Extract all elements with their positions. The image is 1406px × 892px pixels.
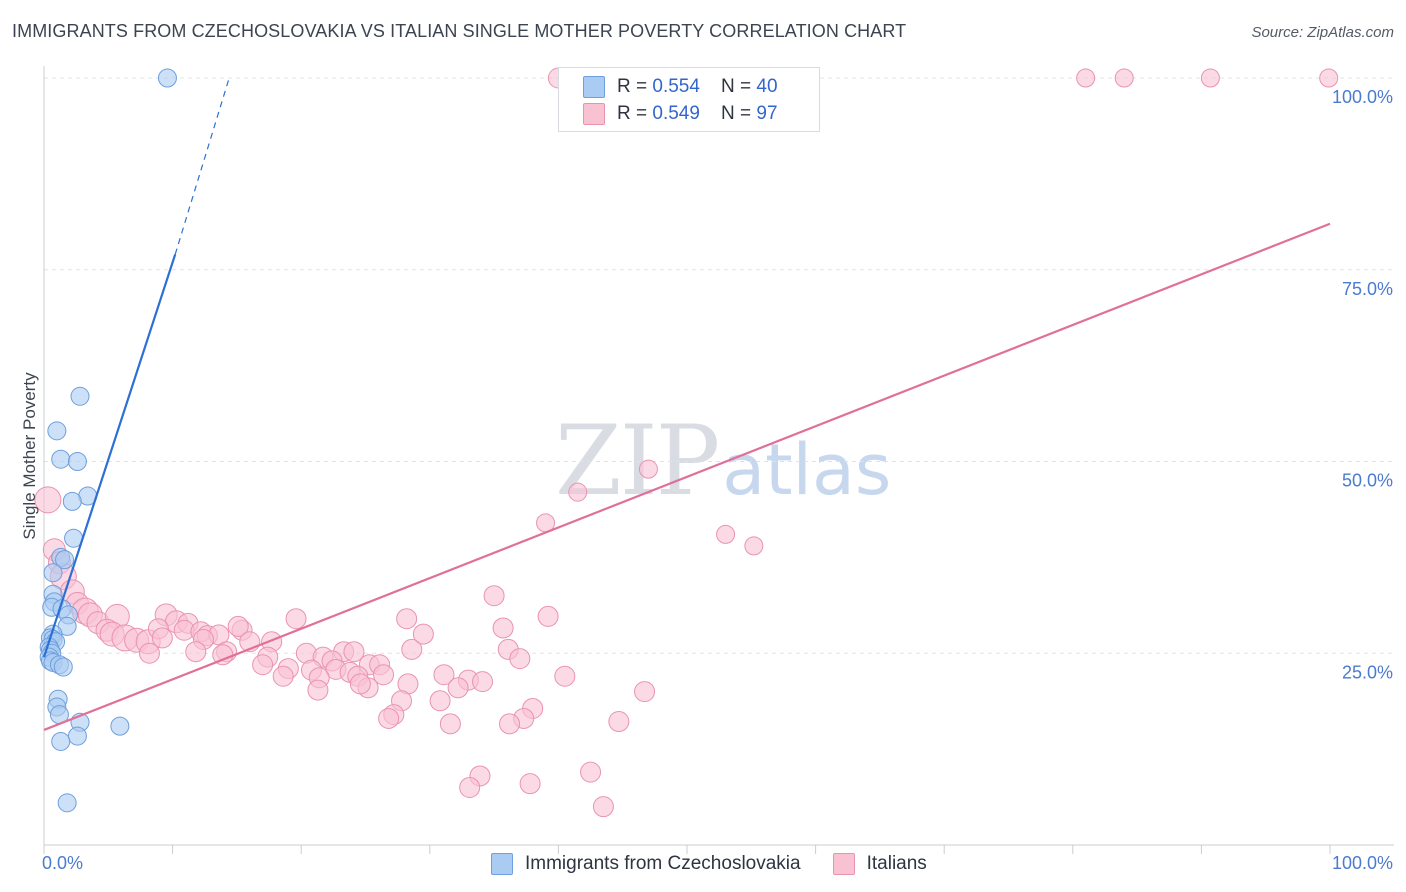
czech-r-label: R = [617,76,653,97]
italian-point [459,776,481,798]
czech-trend-extension [174,77,230,255]
watermark-atlas: atlas [722,429,892,511]
italian-point [744,536,764,556]
czech-point [70,386,90,406]
italian-point [1200,68,1220,88]
italian-point [429,690,451,712]
italian-point [554,665,576,687]
x-tick-label: 0.0% [42,853,83,873]
italian-point [34,486,62,514]
czech-n-value: 40 [756,76,778,97]
czech-point [67,726,87,746]
italian-point [519,773,541,795]
legend-czech-text: R = 0.554 N = 40 [617,76,778,98]
czech-point [43,563,63,583]
czech-point [51,449,71,469]
italian-point [252,654,274,676]
italian-point [412,623,434,645]
czech-point [55,550,75,570]
italian-point [151,627,173,649]
italian-n-value: 97 [756,103,778,124]
italian-point [285,608,307,630]
czech-points [39,68,177,813]
italian-trend-line [43,222,1331,731]
czech-point [157,68,177,88]
italian-point [185,641,207,663]
chart-title: IMMIGRANTS FROM CZECHOSLOVAKIA VS ITALIA… [12,21,907,41]
italian-r-value: 0.549 [652,103,700,124]
italian-point [433,664,455,686]
italian-point [343,641,365,663]
series-legend: Immigrants from Czechoslovakia Italians [491,850,959,878]
italian-point [492,617,514,639]
legend-item-italian: Italians [832,853,927,875]
italian-point [716,524,736,544]
italian-swatch [583,103,605,125]
czech-point [53,657,73,677]
italian-points [34,67,1339,818]
correlation-legend: R = 0.554 N = 40 R = 0.549 N = 97 [558,67,820,132]
italian-point [439,713,461,735]
czech-point [62,491,82,511]
tick-labels: 25.0% 50.0% 75.0% 100.0% 0.0% 100.0% [42,87,1393,873]
italian-point [1114,68,1134,88]
czech-point [110,716,130,736]
czech-swatch [583,76,605,98]
italian-point [373,664,395,686]
italian-point [634,681,656,703]
y-tick-label: 50.0% [1342,471,1393,491]
italian-point [483,585,505,607]
czech-point [57,793,77,813]
italian-point [378,707,400,729]
italian-point [396,608,418,630]
italian-point [307,679,329,701]
y-tick-label: 25.0% [1342,662,1393,682]
italian-point [499,713,521,735]
italian-point [472,671,494,693]
italian-point [608,711,630,733]
x-tick-label: 100.0% [1332,853,1393,873]
trend-lines [42,77,1331,731]
italian-point [638,459,658,479]
czech-r-value: 0.554 [652,76,700,97]
italian-point [1319,68,1339,88]
gridlines [44,77,1394,654]
source-credit: Source: ZipAtlas.com [1251,24,1394,41]
czech-n-label: N = [721,76,757,97]
czech-trend-line [42,254,177,658]
italian-point [401,638,423,660]
czech-point [67,452,87,471]
italian-point [447,677,469,699]
czech-legend-swatch [491,853,513,875]
axes [43,66,1394,854]
italian-point [580,761,602,783]
italian-point [272,665,294,687]
italian-point [1076,68,1096,88]
y-axis-label: Single Mother Poverty [20,372,39,540]
italian-point [537,605,559,627]
italian-r-label: R = [617,103,653,124]
y-tick-label: 100.0% [1332,87,1393,107]
italian-legend-swatch [832,853,855,875]
italian-point [227,615,249,637]
czech-point [47,421,67,441]
legend-italian-text: R = 0.549 N = 97 [617,103,778,125]
italian-point [592,796,614,818]
italian-point [138,642,160,664]
italian-point [568,482,588,502]
italian-n-label: N = [721,103,757,124]
italian-point [349,673,371,695]
legend-item-czech: Immigrants from Czechoslovakia [491,853,801,875]
italian-point [509,648,531,670]
italian-legend-label: Italians [866,853,927,874]
y-tick-label: 75.0% [1342,279,1393,299]
czech-legend-label: Immigrants from Czechoslovakia [525,853,801,874]
czech-point [51,731,71,751]
